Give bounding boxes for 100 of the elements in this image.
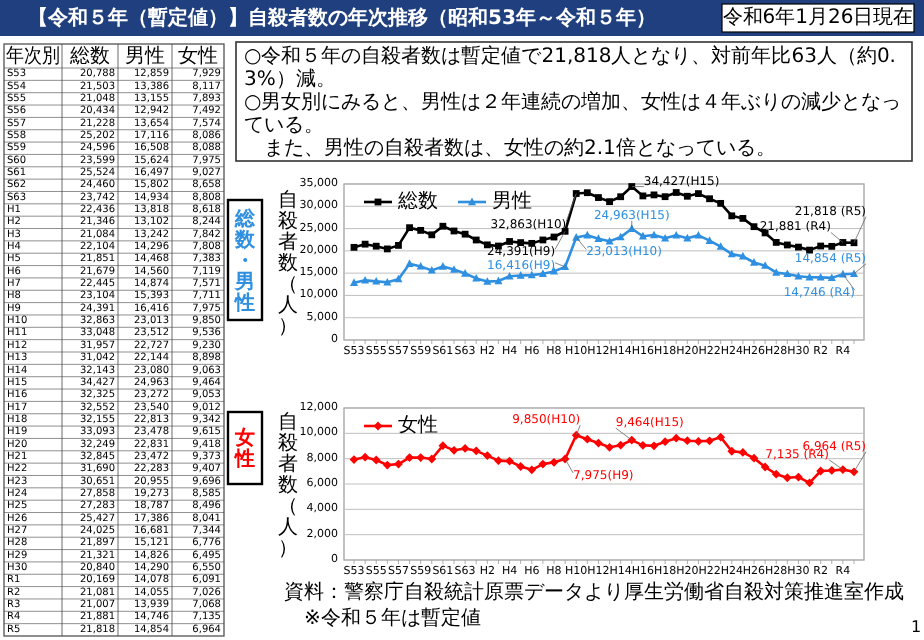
chart-title: 【令和５年（暫定値）】自殺者数の年次推移（昭和53年～令和５年）	[28, 6, 656, 30]
point	[482, 451, 492, 460]
y-axis-title: 自殺者数（人）	[278, 409, 298, 560]
point	[760, 462, 770, 472]
point	[795, 243, 802, 251]
point	[549, 457, 559, 467]
point	[483, 277, 492, 285]
point	[694, 436, 703, 446]
text: 1	[910, 618, 922, 636]
point	[438, 262, 447, 270]
point	[771, 469, 781, 479]
point	[638, 440, 648, 450]
point	[417, 226, 425, 234]
point	[594, 234, 603, 242]
series-label: 総数	[68, 44, 110, 68]
point	[382, 460, 392, 470]
point	[416, 262, 425, 270]
point	[350, 278, 358, 286]
text: 女性	[233, 426, 255, 471]
point	[694, 230, 703, 239]
point	[616, 440, 626, 450]
point	[561, 262, 570, 271]
point	[583, 230, 592, 239]
point	[595, 194, 602, 201]
point	[772, 239, 780, 246]
point	[738, 251, 747, 260]
point	[405, 259, 414, 267]
point	[405, 453, 414, 462]
point	[605, 442, 614, 452]
point	[360, 452, 370, 462]
point	[672, 230, 681, 239]
text: 資料：警察庁自殺統計原票データより厚生労働省自殺対策推進室作成	[284, 580, 904, 604]
legend-label: 総数	[396, 189, 438, 213]
point	[650, 230, 658, 239]
point	[850, 269, 858, 277]
point	[516, 462, 526, 471]
point	[449, 445, 459, 455]
point	[427, 265, 436, 274]
point	[728, 212, 736, 220]
point	[638, 231, 647, 240]
legend-label: 男性	[492, 189, 532, 213]
point	[371, 455, 381, 465]
point	[739, 215, 747, 222]
point	[827, 466, 837, 475]
point	[672, 189, 680, 196]
point	[394, 459, 403, 469]
point	[539, 236, 547, 244]
point	[406, 224, 413, 232]
point	[716, 242, 725, 250]
point	[471, 446, 481, 456]
point	[383, 245, 391, 253]
point	[695, 190, 702, 198]
point	[428, 231, 436, 239]
point	[705, 436, 714, 446]
point	[460, 444, 470, 453]
point	[639, 192, 647, 200]
point	[538, 459, 548, 469]
point	[660, 437, 670, 447]
point	[438, 441, 448, 451]
point	[439, 222, 447, 230]
y-axis-title: 自殺者数（人）	[278, 187, 298, 338]
point	[816, 272, 825, 281]
legend-label: 女性	[398, 413, 438, 437]
point	[749, 453, 759, 463]
point	[661, 233, 670, 242]
point	[472, 274, 481, 282]
point	[461, 269, 470, 277]
point	[783, 269, 792, 278]
point	[717, 199, 725, 207]
point	[416, 453, 426, 462]
text: 女性	[178, 44, 218, 68]
point	[661, 193, 669, 201]
point	[794, 271, 803, 280]
point	[817, 242, 825, 250]
point	[560, 454, 570, 464]
point	[683, 192, 691, 200]
point	[505, 456, 514, 466]
point	[616, 232, 625, 241]
point	[583, 189, 591, 197]
point	[605, 236, 614, 245]
point	[461, 230, 469, 238]
point	[750, 223, 758, 231]
point	[827, 273, 836, 282]
point	[727, 446, 737, 456]
point	[372, 242, 380, 250]
text: ○男女別にみると、男性は２年連続の増加、女性は４年ぶりの減少となっている。	[244, 90, 902, 137]
point	[582, 434, 592, 444]
text: ※令和５年は暫定値	[304, 606, 481, 630]
point	[606, 198, 613, 206]
point	[783, 241, 791, 249]
point	[772, 268, 781, 276]
point	[628, 183, 636, 190]
point	[527, 465, 537, 475]
point	[516, 271, 525, 279]
point	[738, 447, 748, 457]
point	[383, 277, 392, 286]
point	[727, 249, 736, 258]
point	[427, 454, 437, 464]
text: ○令和５年の自殺者数は暫定値で21,818人となり、対前年比63人（約0.3%）減。	[244, 44, 896, 91]
point	[683, 233, 692, 242]
